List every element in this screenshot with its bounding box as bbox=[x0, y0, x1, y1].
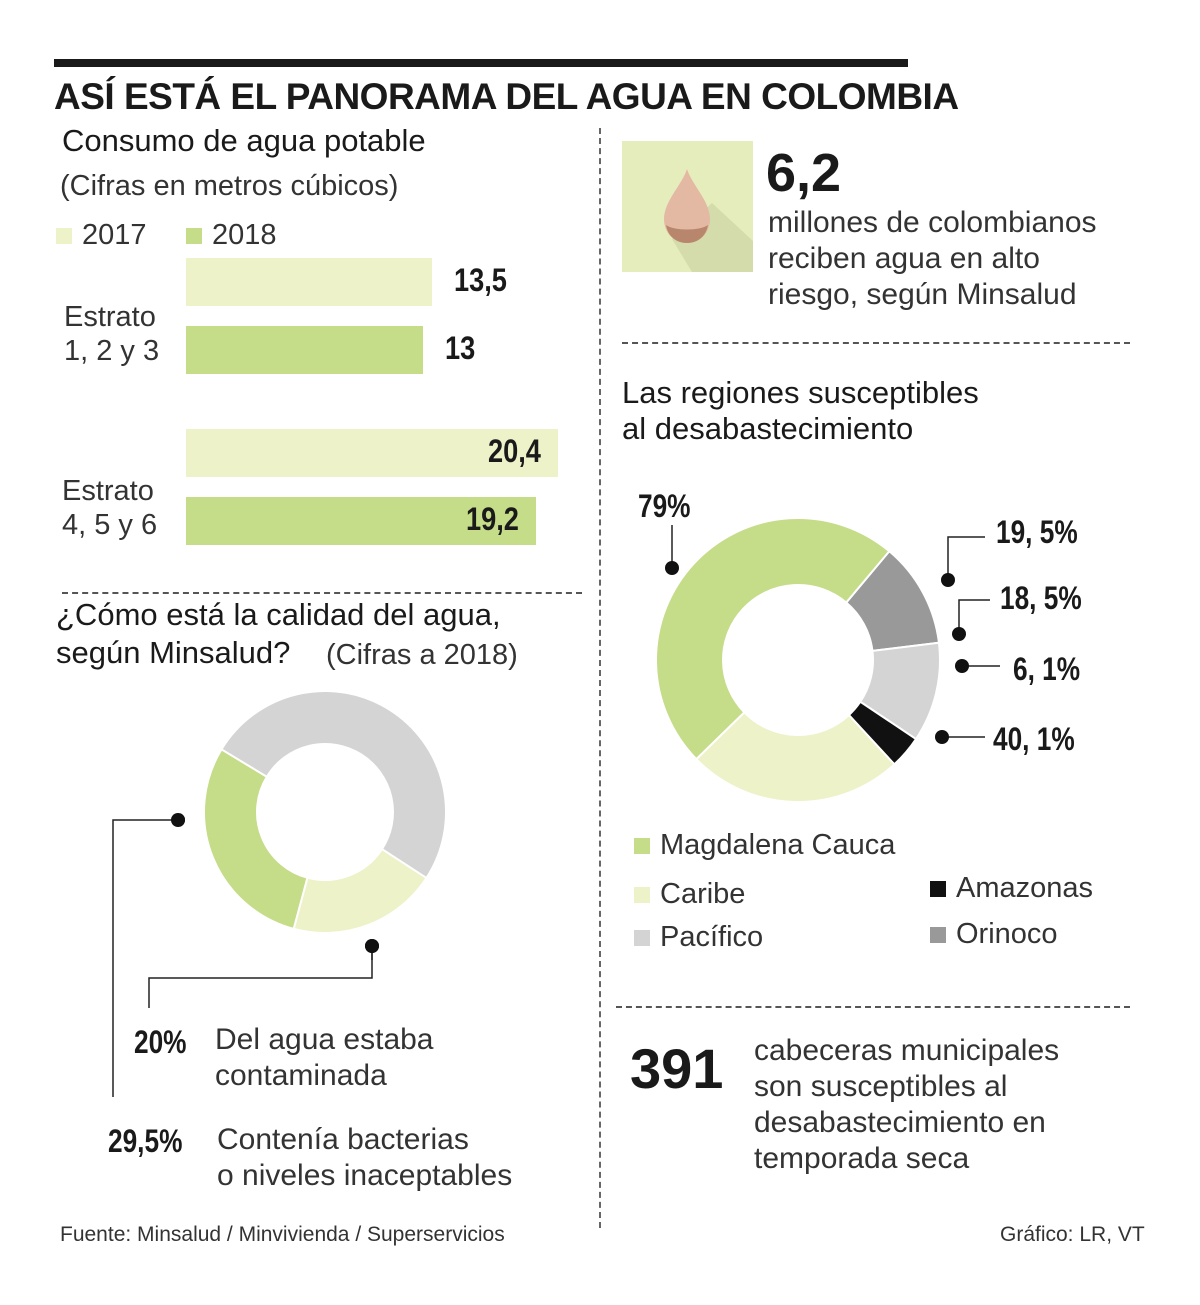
legend-2018-label: 2018 bbox=[212, 219, 277, 251]
legend-magdalena-label: Magdalena Cauca bbox=[660, 829, 896, 861]
bar-category-2: Estrato 4, 5 y 6 bbox=[62, 474, 157, 542]
bar-2018-cat1 bbox=[186, 326, 424, 374]
cabeceras-line2: son susceptibles al bbox=[754, 1070, 1008, 1103]
regiones-slice-4 bbox=[694, 710, 896, 803]
label-61: 6, 1% bbox=[1013, 651, 1081, 687]
legend-2017-label: 2017 bbox=[82, 219, 147, 251]
calidad-note: (Cifras a 2018) bbox=[326, 639, 518, 671]
cabeceras-line4: temporada seca bbox=[754, 1142, 970, 1175]
bar-category-1-line1: Estrato bbox=[64, 301, 156, 333]
footer-source: Fuente: Minsalud / Minvivienda / Superse… bbox=[60, 1223, 505, 1246]
legend-2017: 2017 bbox=[56, 219, 147, 252]
consumo-subheading: (Cifras en metros cúbicos) bbox=[60, 170, 399, 202]
legend-orinoco: Orinoco bbox=[930, 918, 1058, 951]
legend-amazonas-label: Amazonas bbox=[956, 872, 1094, 904]
bar-category-1: Estrato 1, 2 y 3 bbox=[64, 300, 159, 368]
legend-caribe: Caribe bbox=[634, 878, 745, 911]
legend-amazonas: Amazonas bbox=[930, 872, 1093, 905]
leader-401-dot bbox=[935, 730, 949, 744]
desc-bacterias-line2: o niveles inaceptables bbox=[217, 1159, 513, 1192]
riesgo-line3: riesgo, según Minsalud bbox=[768, 278, 1077, 311]
bar-category-1-line2: 1, 2 y 3 bbox=[64, 335, 160, 367]
riesgo-line2: reciben agua en alto bbox=[768, 242, 1040, 275]
bar-label-2018-cat1: 13 bbox=[445, 330, 476, 366]
cabeceras-line1: cabeceras municipales bbox=[754, 1034, 1060, 1067]
calidad-leader-overlay bbox=[112, 813, 379, 1097]
leader-contaminada-line bbox=[148, 946, 373, 1008]
legend-orinoco-label: Orinoco bbox=[956, 918, 1058, 950]
calidad-donut bbox=[203, 690, 447, 934]
legend-magdalena-swatch bbox=[634, 838, 650, 855]
bar-label-2018-cat2: 19,2 bbox=[466, 501, 520, 537]
leader-195 bbox=[947, 536, 985, 580]
section-divider-left bbox=[62, 592, 582, 594]
label-195: 19, 5% bbox=[996, 514, 1078, 550]
bar-category-2-line2: 4, 5 y 6 bbox=[62, 509, 158, 541]
water-drop-icon bbox=[622, 141, 753, 272]
desc-bacterias-line1: Contenía bacterias bbox=[217, 1123, 469, 1156]
legend-caribe-label: Caribe bbox=[660, 878, 746, 910]
column-divider bbox=[599, 128, 601, 1228]
riesgo-text: millones de colombianos reciben agua en … bbox=[768, 205, 1097, 313]
bar-label-2017-cat1: 13,5 bbox=[454, 262, 508, 298]
cabeceras-value: 391 bbox=[630, 1037, 724, 1100]
leader-195-dot bbox=[941, 573, 955, 587]
calidad-slice-3 bbox=[220, 690, 447, 880]
leader-79-dot bbox=[665, 561, 679, 575]
consumo-heading: Consumo de agua potable bbox=[62, 123, 426, 158]
legend-magdalena: Magdalena Cauca bbox=[634, 829, 895, 862]
riesgo-line1: millones de colombianos bbox=[768, 206, 1097, 239]
section-divider-right-1 bbox=[622, 342, 1130, 344]
footer-credit: Gráfico: LR, VT bbox=[1000, 1223, 1145, 1246]
legend-pacifico-swatch bbox=[634, 930, 650, 947]
legend-orinoco-swatch bbox=[930, 927, 946, 944]
pct-contaminada: 20% bbox=[134, 1024, 187, 1060]
legend-amazonas-swatch bbox=[930, 881, 946, 898]
legend-pacifico: Pacífico bbox=[634, 921, 763, 954]
bar-label-2017-cat2: 20,4 bbox=[488, 433, 541, 469]
regiones-slice-5 bbox=[655, 517, 891, 761]
legend-caribe-swatch bbox=[634, 887, 650, 904]
legend-pacifico-label: Pacífico bbox=[660, 921, 764, 953]
title-rule bbox=[54, 59, 908, 67]
leader-61-dot bbox=[955, 659, 969, 673]
leader-bacterias-point bbox=[171, 813, 185, 827]
bar-2017-cat2 bbox=[186, 429, 558, 477]
leader-contaminada-point bbox=[365, 939, 379, 953]
calidad-heading-line1: ¿Cómo está la calidad del agua, bbox=[56, 597, 501, 632]
cabeceras-line3: desabastecimiento en bbox=[754, 1106, 1046, 1139]
page-title: ASÍ ESTÁ EL PANORAMA DEL AGUA EN COLOMBI… bbox=[54, 76, 959, 117]
bar-2017-cat1 bbox=[186, 258, 433, 306]
regiones-heading-line2: al desabastecimiento bbox=[622, 411, 914, 446]
pct-bacterias: 29,5% bbox=[108, 1123, 183, 1159]
label-401: 40, 1% bbox=[993, 721, 1075, 757]
cabeceras-text: cabeceras municipales son susceptibles a… bbox=[754, 1033, 1059, 1177]
legend-2017-swatch bbox=[56, 228, 72, 245]
leader-185 bbox=[958, 599, 990, 634]
legend-2018: 2018 bbox=[186, 219, 277, 252]
calidad-heading-line2: según Minsalud? bbox=[56, 635, 291, 670]
leader-bacterias-line bbox=[112, 819, 178, 1097]
bar-2018-cat2 bbox=[186, 497, 537, 545]
regiones-donut bbox=[655, 517, 941, 803]
calidad-donut-chart bbox=[180, 690, 447, 960]
calidad-slice-2 bbox=[203, 747, 309, 931]
legend-2018-swatch bbox=[186, 228, 202, 245]
desc-contaminada: Del agua estaba contaminada bbox=[215, 1022, 434, 1094]
riesgo-value: 6,2 bbox=[766, 143, 842, 203]
desc-contaminada-line2: contaminada bbox=[215, 1059, 387, 1092]
regiones-heading-line1: Las regiones susceptibles bbox=[622, 375, 979, 410]
desc-contaminada-line1: Del agua estaba bbox=[215, 1023, 434, 1056]
label-79: 79% bbox=[638, 488, 691, 524]
label-185: 18, 5% bbox=[1000, 580, 1082, 616]
leader-185-dot bbox=[952, 627, 966, 641]
section-divider-right-2 bbox=[616, 1006, 1130, 1008]
desc-bacterias: Contenía bacterias o niveles inaceptable… bbox=[217, 1122, 512, 1194]
bar-category-2-line1: Estrato bbox=[62, 475, 154, 507]
